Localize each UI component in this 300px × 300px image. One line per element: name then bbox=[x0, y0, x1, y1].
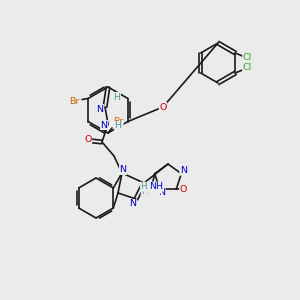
Text: NH: NH bbox=[149, 182, 163, 191]
Text: Cl: Cl bbox=[243, 62, 252, 71]
Text: NH: NH bbox=[148, 184, 162, 193]
Text: Cl: Cl bbox=[243, 53, 252, 62]
Text: N: N bbox=[158, 188, 165, 197]
Text: O: O bbox=[159, 103, 167, 112]
Text: N: N bbox=[180, 166, 187, 175]
Text: N: N bbox=[97, 104, 104, 113]
Text: H: H bbox=[113, 92, 121, 101]
Text: H: H bbox=[115, 122, 122, 130]
Text: N: N bbox=[130, 200, 136, 208]
Text: H: H bbox=[140, 182, 147, 191]
Text: N: N bbox=[119, 166, 127, 175]
Text: N: N bbox=[100, 121, 107, 130]
Text: Br: Br bbox=[113, 116, 123, 125]
Text: O: O bbox=[84, 136, 92, 145]
Text: H: H bbox=[141, 187, 148, 196]
Text: O: O bbox=[179, 185, 187, 194]
Text: Br: Br bbox=[69, 97, 79, 106]
